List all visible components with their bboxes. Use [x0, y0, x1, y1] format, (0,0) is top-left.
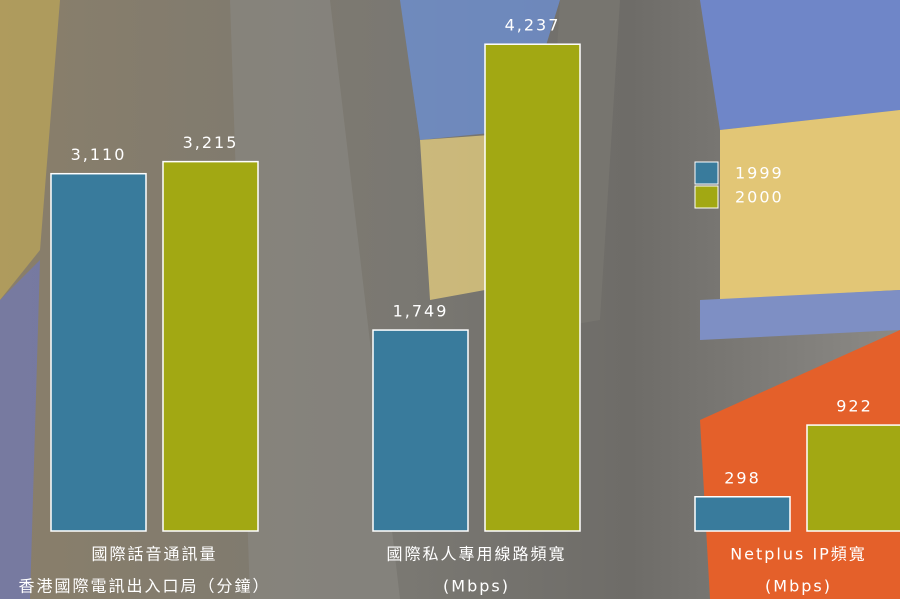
value-label: 3,215: [183, 133, 239, 152]
bar: [484, 43, 581, 532]
legend-label: 1999: [735, 164, 784, 183]
x-tick-label: (Mbps): [765, 577, 832, 596]
bar: [806, 424, 900, 532]
value-label: 1,749: [393, 302, 449, 321]
x-tick-label: 國際話音通訊量: [91, 545, 217, 564]
bar: [50, 172, 147, 532]
bar: [694, 496, 791, 532]
x-tick-label: Netplus IP頻寬: [730, 545, 867, 564]
legend-swatch: [694, 185, 719, 209]
x-tick-label: (Mbps): [443, 577, 510, 596]
x-tick-label: 國際私人專用線路頻寬: [386, 545, 566, 564]
x-tick-label: 香港國際電訊出入口局（分鐘）: [18, 577, 270, 596]
value-label: 3,110: [71, 145, 127, 164]
bar: [162, 160, 259, 532]
value-label: 4,237: [505, 16, 561, 35]
legend-label: 2000: [735, 188, 784, 207]
legend-swatch: [694, 161, 719, 185]
value-label: 298: [724, 468, 761, 487]
bar: [372, 329, 469, 532]
value-label: 922: [836, 397, 873, 416]
